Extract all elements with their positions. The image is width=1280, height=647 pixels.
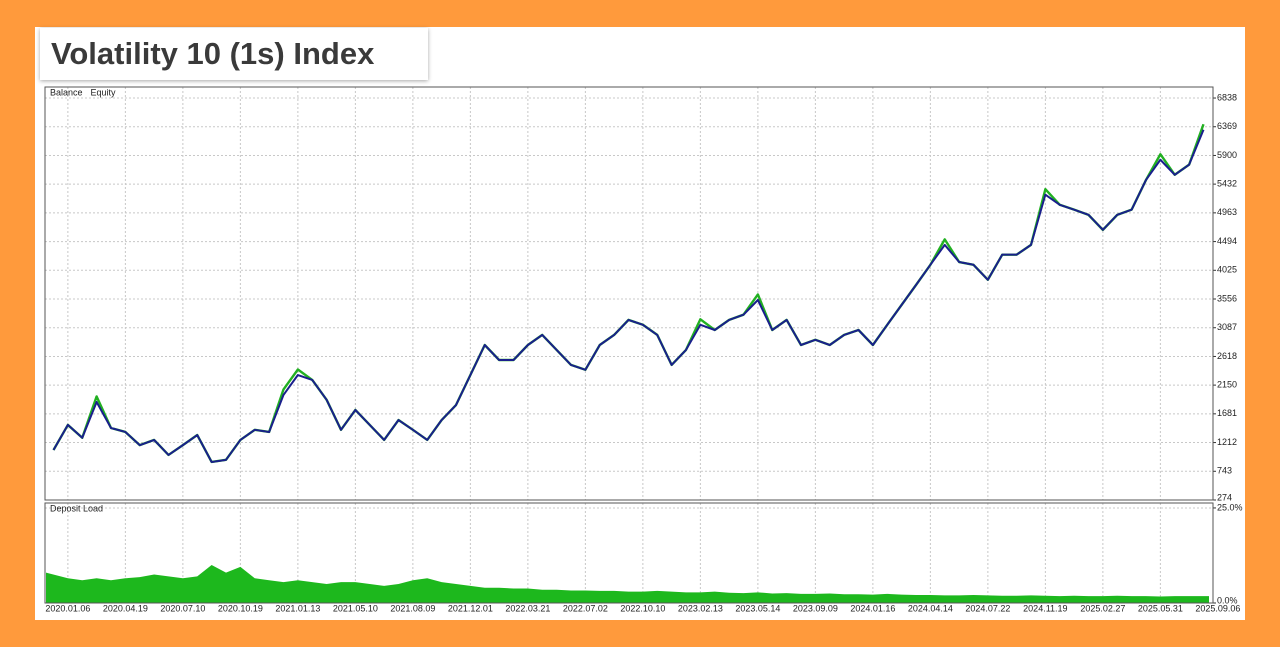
panel-title: Deposit Load (50, 503, 103, 513)
x-tick-label: 2023.05.14 (735, 603, 780, 613)
x-tick-label: 2024.04.14 (908, 603, 953, 613)
y-tick-label: 3556 (1217, 293, 1237, 303)
x-tick-label: 2024.11.19 (1023, 603, 1067, 613)
y-tick-label: 6838 (1217, 92, 1237, 102)
chart-title: Volatility 10 (1s) Index (40, 28, 428, 80)
x-tick-label: 2024.01.16 (850, 603, 895, 613)
x-tick-label: 2023.02.13 (678, 603, 723, 613)
deposit-load-area (46, 564, 1209, 603)
plot-border (44, 502, 1214, 604)
x-tick-label: 2025.09.06 (1195, 603, 1240, 613)
balance-line (52, 129, 1205, 463)
y-tick-label: 25.0% (1217, 502, 1243, 512)
x-tick-label: 2022.10.10 (620, 603, 665, 613)
legend-entry: Balance (50, 87, 83, 97)
plot-border (44, 86, 1214, 501)
y-tick-label: 4494 (1217, 236, 1237, 246)
x-tick-label: 2020.04.19 (103, 603, 148, 613)
x-tick-label: 2022.07.02 (563, 603, 608, 613)
legend-entry: Equity (91, 87, 117, 97)
y-tick-label: 6369 (1217, 121, 1237, 131)
x-tick-label: 2021.05.10 (333, 603, 378, 613)
x-tick-label: 2020.10.19 (218, 603, 263, 613)
y-tick-label: 2618 (1217, 351, 1237, 361)
x-tick-label: 2021.12.01 (448, 603, 493, 613)
plot-area (45, 87, 1213, 500)
y-tick-label: 274 (1217, 492, 1232, 502)
y-tick-label: 4963 (1217, 207, 1237, 217)
x-tick-label: 2022.03.21 (505, 603, 550, 613)
x-tick-label: 2020.01.06 (45, 603, 90, 613)
x-tick-label: 2023.09.09 (793, 603, 838, 613)
y-tick-label: 3087 (1217, 322, 1237, 332)
y-tick-label: 1212 (1217, 437, 1237, 447)
y-tick-label: 1681 (1217, 408, 1237, 418)
x-tick-label: 2024.07.22 (965, 603, 1010, 613)
x-tick-label: 2025.02.27 (1080, 603, 1125, 613)
y-tick-label: 743 (1217, 466, 1232, 476)
y-tick-label: 2150 (1217, 379, 1237, 389)
y-tick-label: 5432 (1217, 179, 1237, 189)
x-tick-label: 2020.07.10 (160, 603, 205, 613)
x-tick-label: 2025.05.31 (1138, 603, 1183, 613)
y-tick-label: 0.0% (1217, 595, 1238, 605)
y-tick-label: 5900 (1217, 150, 1237, 160)
x-tick-label: 2021.08.09 (390, 603, 435, 613)
y-tick-label: 4025 (1217, 265, 1237, 275)
x-tick-label: 2021.01.13 (275, 603, 320, 613)
